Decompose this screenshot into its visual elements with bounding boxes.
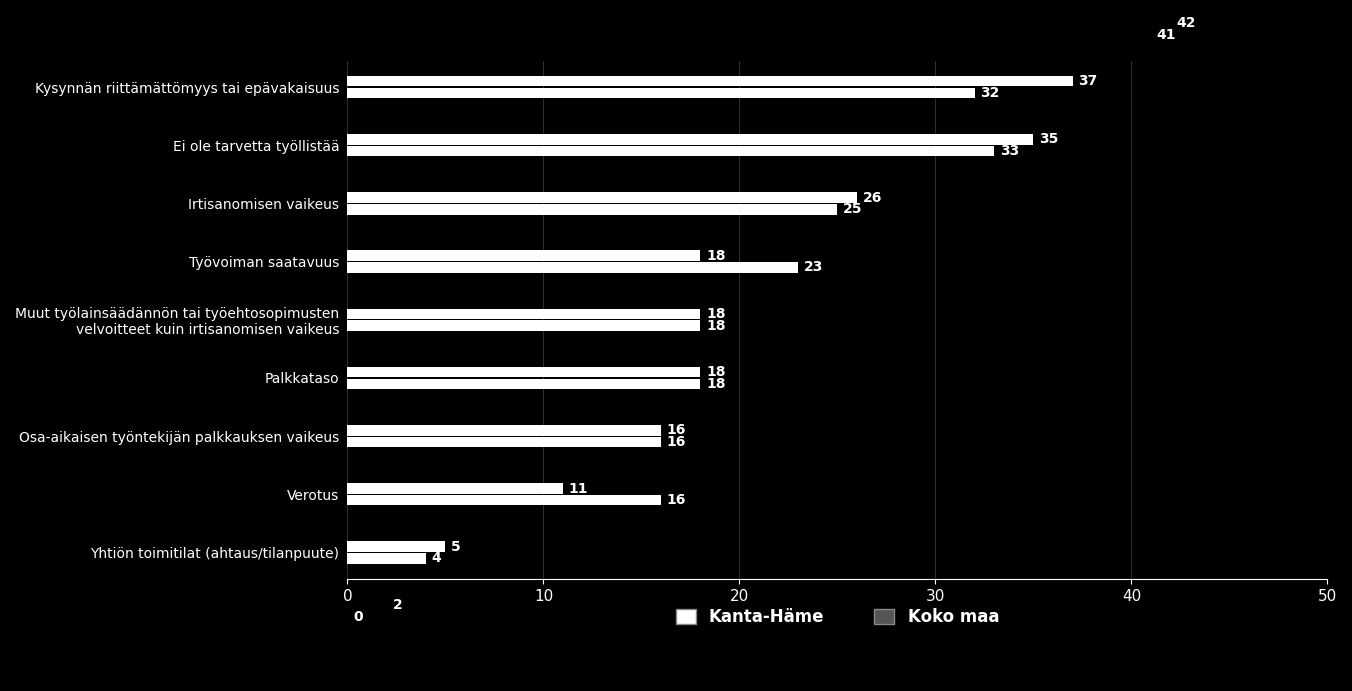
Text: 37: 37 — [1079, 74, 1098, 88]
Bar — [347, 262, 798, 273]
Text: 33: 33 — [1000, 144, 1019, 158]
Bar — [347, 437, 661, 447]
Text: 11: 11 — [569, 482, 588, 495]
Text: 18: 18 — [706, 307, 726, 321]
Text: 18: 18 — [706, 377, 726, 391]
Bar — [347, 146, 994, 156]
Bar — [347, 495, 661, 506]
Bar — [347, 88, 975, 98]
Text: 23: 23 — [804, 261, 823, 274]
Bar — [347, 29, 1151, 40]
Bar — [347, 600, 387, 610]
Text: 4: 4 — [431, 551, 442, 565]
Bar — [347, 367, 700, 377]
Text: 5: 5 — [452, 540, 461, 553]
Text: 2: 2 — [392, 598, 403, 612]
Bar — [347, 483, 562, 494]
Bar — [347, 553, 426, 564]
Text: 32: 32 — [980, 86, 1000, 100]
Text: 0: 0 — [353, 609, 362, 623]
Bar — [347, 321, 700, 331]
Bar — [347, 379, 700, 389]
Bar — [347, 18, 1171, 28]
Bar — [347, 204, 837, 214]
Text: 25: 25 — [844, 202, 863, 216]
Text: 16: 16 — [667, 435, 687, 449]
Text: 18: 18 — [706, 249, 726, 263]
Text: 35: 35 — [1040, 133, 1059, 146]
Text: 16: 16 — [667, 424, 687, 437]
Text: 18: 18 — [706, 319, 726, 332]
Legend: Kanta-Häme, Koko maa: Kanta-Häme, Koko maa — [669, 602, 1006, 633]
Bar — [347, 76, 1072, 86]
Text: 16: 16 — [667, 493, 687, 507]
Text: 18: 18 — [706, 365, 726, 379]
Bar — [347, 192, 857, 203]
Text: 42: 42 — [1176, 16, 1197, 30]
Bar — [347, 309, 700, 319]
Text: 41: 41 — [1157, 28, 1176, 41]
Bar — [347, 425, 661, 435]
Bar — [347, 134, 1033, 144]
Bar — [347, 542, 445, 552]
Text: 26: 26 — [863, 191, 883, 205]
Bar — [347, 250, 700, 261]
